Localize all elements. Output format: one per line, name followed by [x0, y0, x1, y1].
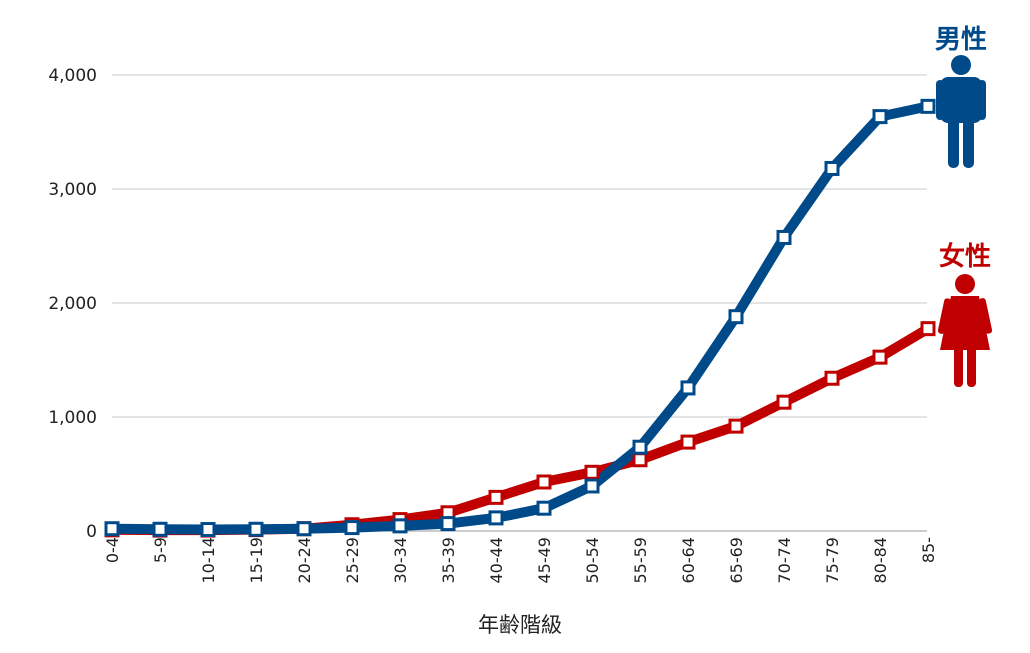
- data-point: [680, 434, 696, 450]
- female-person-icon: [937, 274, 993, 387]
- gridlines: [112, 74, 927, 532]
- x-tick-label: 50-54: [583, 537, 602, 584]
- x-tick-label: 35-39: [439, 537, 458, 584]
- data-point: [248, 521, 264, 537]
- data-point: [440, 516, 456, 532]
- series-markers: [104, 98, 936, 538]
- series-line: [107, 323, 933, 536]
- y-tick-label: 4,000: [48, 66, 97, 86]
- x-tick-label: 85-: [919, 537, 938, 563]
- legend-label-female: 女性: [939, 241, 991, 272]
- x-tick-label: 30-34: [391, 537, 410, 584]
- data-point: [872, 109, 888, 125]
- data-point: [776, 394, 792, 410]
- y-tick-label: 1,000: [48, 408, 97, 428]
- data-point: [488, 510, 504, 526]
- data-point: [296, 521, 312, 537]
- x-tick-label: 45-49: [535, 537, 554, 584]
- x-tick-label: 10-14: [199, 537, 218, 584]
- data-point: [824, 160, 840, 176]
- x-tick-label: 15-19: [247, 537, 266, 584]
- data-point: [584, 478, 600, 494]
- y-tick-label: 0: [86, 522, 97, 542]
- data-point: [392, 518, 408, 534]
- y-axis-ticks: 0 1,000 2,000 3,000 4,000: [48, 66, 97, 542]
- data-point: [680, 380, 696, 396]
- data-point: [584, 464, 600, 480]
- x-tick-label: 60-64: [679, 537, 698, 584]
- x-axis-ticks: 0-4 5-9 10-14 15-19 20-24 25-29 30-34 35-39 40-4…: [103, 537, 938, 584]
- y-tick-label: 3,000: [48, 180, 97, 200]
- x-tick-label: 80-84: [871, 537, 890, 584]
- data-point: [872, 349, 888, 365]
- x-tick-label: 0-4: [103, 537, 122, 563]
- legend-male: 男性: [935, 25, 987, 168]
- data-point: [728, 309, 744, 325]
- data-point: [632, 452, 648, 468]
- y-tick-label: 2,000: [48, 294, 97, 314]
- data-point: [152, 521, 168, 537]
- data-point: [488, 489, 504, 505]
- data-point: [920, 98, 936, 114]
- legend-label-male: 男性: [935, 25, 987, 55]
- x-tick-label: 70-74: [775, 537, 794, 584]
- male-person-icon: [936, 55, 986, 168]
- x-tick-label: 25-29: [343, 537, 362, 584]
- data-point: [536, 474, 552, 490]
- data-point: [632, 439, 648, 455]
- x-tick-label: 5-9: [151, 537, 170, 563]
- data-point: [920, 321, 936, 337]
- data-point: [776, 229, 792, 245]
- data-point: [728, 418, 744, 434]
- data-point: [104, 521, 120, 537]
- legend-female: 女性: [937, 241, 993, 387]
- x-tick-label: 40-44: [487, 537, 506, 584]
- data-point: [536, 500, 552, 516]
- x-tick-label: 55-59: [631, 537, 650, 584]
- x-tick-label: 65-69: [727, 537, 746, 584]
- x-tick-label: 20-24: [295, 537, 314, 584]
- data-point: [200, 522, 216, 538]
- series-line: [107, 101, 933, 535]
- x-tick-label: 75-79: [823, 537, 842, 584]
- x-axis-title: 年齢階級: [478, 613, 562, 637]
- data-point: [824, 370, 840, 386]
- data-point: [344, 520, 360, 536]
- series-lines: [107, 101, 933, 536]
